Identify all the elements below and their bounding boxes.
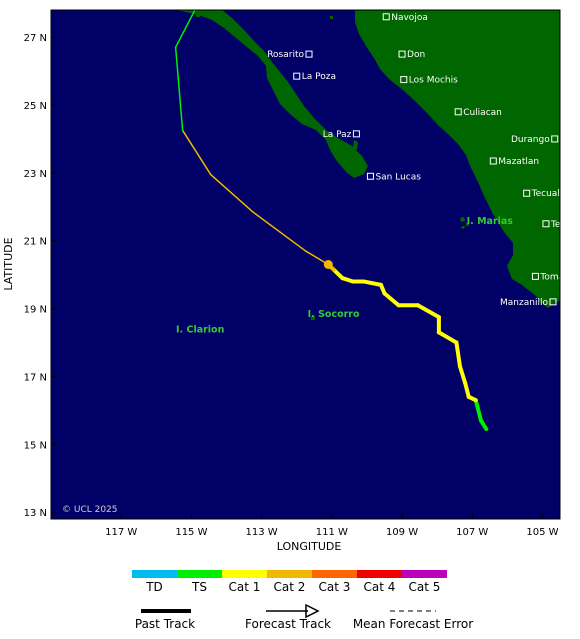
mean-forecast-error-label: Mean Forecast Error [353, 617, 473, 631]
category-swatch [357, 570, 402, 578]
past-track-segment [415, 303, 441, 320]
city-marker [352, 130, 360, 138]
storm-track-layer [174, 10, 489, 432]
city-marker [293, 72, 301, 80]
latitude-tick-label: 13 N [24, 508, 47, 519]
forecast-track-segment [174, 10, 196, 49]
city-label: Tepic [550, 220, 574, 230]
city-label: San Lucas [375, 172, 421, 182]
map-border [50, 9, 561, 520]
forecast-track-label: Forecast Track [245, 617, 331, 631]
past-track-segment [331, 267, 345, 281]
city-label: Tomatlan [539, 272, 580, 282]
past-track-label: Past Track [135, 617, 195, 631]
city-label: Culiacan [463, 108, 502, 118]
past-track-segment [463, 381, 471, 399]
islands-layer: I. Marias I. Socorro I. Clarion [176, 216, 513, 336]
city-marker [400, 76, 408, 84]
category-label: Cat 3 [319, 580, 351, 594]
x-axis-title: LONGITUDE [277, 540, 342, 553]
longitude-tick-label: 111 W [316, 527, 348, 538]
category-swatch [222, 570, 267, 578]
latitude-tick-label: 15 N [24, 440, 47, 451]
city-label: Don [407, 50, 425, 60]
city-label: Tecuala [531, 189, 566, 199]
longitude-tick-label: 115 W [175, 527, 207, 538]
past-track-segment [475, 405, 484, 423]
category-swatch [267, 570, 312, 578]
map-area: Navojoa Don Los Mochis Rosarito La Poza Culia… [51, 10, 580, 519]
island-label: I. Marias [467, 216, 514, 227]
forecast-track-segment [174, 46, 184, 132]
category-swatch [402, 570, 447, 578]
city-marker [305, 50, 313, 58]
city-marker [523, 189, 531, 197]
city-label: Navojoa [391, 13, 428, 23]
cities-layer: Navojoa Don Los Mochis Rosarito La Poza Culia… [267, 13, 580, 308]
forecast-track-segment [252, 211, 307, 252]
past-track-segment [361, 279, 383, 287]
past-track-segment [436, 330, 459, 345]
latitude-tick-label: 21 N [24, 237, 47, 248]
city-label: La Paz [323, 130, 352, 140]
copyright-text: © UCL 2025 [62, 505, 118, 515]
islas-marias-shapes [460, 217, 469, 229]
category-label: TS [191, 580, 207, 594]
island-label: I. Socorro [308, 309, 360, 320]
longitude-ticks: 117 W 115 W 113 W 111 W 109 W 107 W 105 W [105, 514, 559, 538]
city-marker [551, 135, 559, 143]
baja-california [176, 10, 368, 178]
category-legend: TD TS Cat 1 Cat 2 Cat 3 Cat 4 Cat 5 [132, 570, 447, 594]
category-label: Cat 2 [274, 580, 306, 594]
socorro-shape [311, 316, 315, 320]
category-label: Cat 5 [409, 580, 441, 594]
category-label: Cat 1 [229, 580, 261, 594]
island-label: I. Clarion [176, 324, 225, 335]
latitude-tick-label: 19 N [24, 305, 47, 316]
city-label: Manzanillo [500, 298, 548, 308]
city-label: Rosarito [267, 50, 304, 60]
past-track-segment [457, 364, 468, 386]
category-label: Cat 4 [364, 580, 396, 594]
y-axis-title: LATITUDE [2, 237, 15, 290]
city-label: Mazatlan [498, 157, 539, 167]
current-position-marker [323, 260, 333, 269]
city-marker [531, 272, 539, 280]
city-marker [398, 50, 406, 58]
latitude-tick-label: 25 N [24, 101, 47, 112]
city-label: Durango [511, 135, 550, 145]
city-marker [366, 172, 374, 180]
line-type-legend: Past Track Forecast Track Mean Forecast … [135, 603, 473, 631]
city-label: La Poza [302, 72, 336, 82]
mainland-mexico [355, 10, 560, 308]
category-swatch [132, 570, 177, 578]
longitude-tick-label: 109 W [386, 527, 418, 538]
city-marker [454, 108, 462, 116]
longitude-tick-label: 113 W [246, 527, 278, 538]
city-marker [542, 220, 550, 228]
forecast-track-segment [181, 129, 212, 176]
city-label: Los Mochis [409, 76, 458, 86]
longitude-tick-label: 107 W [456, 527, 488, 538]
city-marker [549, 298, 557, 306]
latitude-tick-label: 17 N [24, 372, 47, 383]
latitude-tick-label: 27 N [24, 33, 47, 44]
city-marker [382, 13, 390, 21]
isla-cerralvo [353, 140, 358, 150]
city-marker [489, 157, 497, 165]
past-track-segment [454, 340, 462, 369]
category-swatch [312, 570, 357, 578]
latitude-ticks: 27 N 25 N 23 N 21 N 19 N 17 N 15 N 13 N [24, 33, 56, 519]
category-label: TD [145, 580, 163, 594]
latitude-tick-label: 23 N [24, 169, 47, 180]
category-swatch [177, 570, 222, 578]
forecast-track-swatch [266, 603, 320, 619]
longitude-tick-label: 117 W [105, 527, 137, 538]
past-track-segment [382, 291, 401, 308]
longitude-tick-label: 105 W [526, 527, 558, 538]
forecast-track-segment [209, 173, 254, 213]
